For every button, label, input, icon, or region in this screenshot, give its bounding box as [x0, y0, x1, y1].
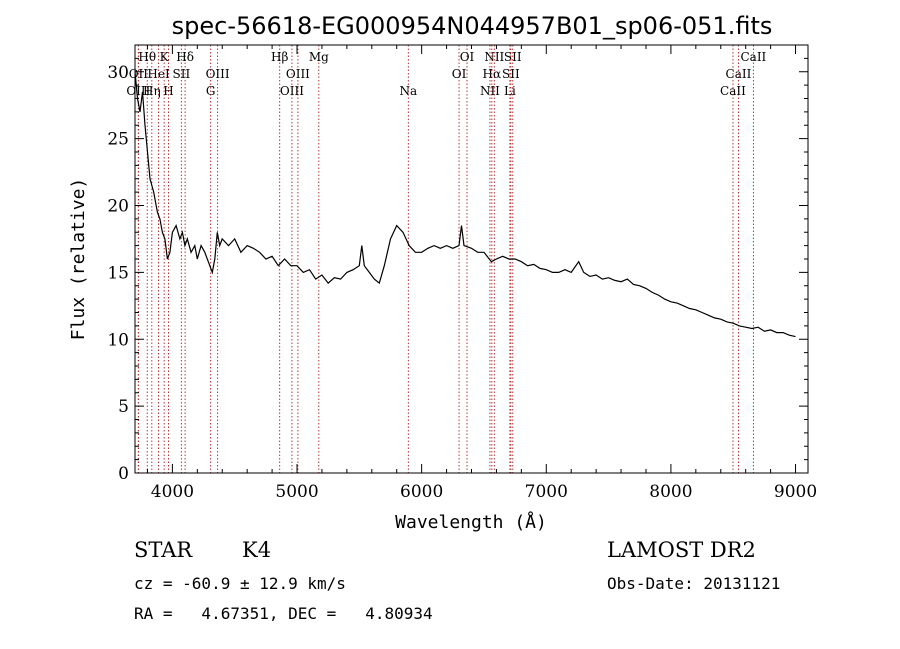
observation-date: Obs-Date: 20131121	[607, 574, 781, 593]
x-axis-label: Wavelength (Å)	[395, 511, 547, 533]
object-subclass: K4	[242, 538, 272, 562]
axis-ticks: 4000 5000 6000 7000 8000 9000 0 5 10 15 20 25 30	[107, 45, 817, 502]
line-id-label: Mg	[309, 50, 329, 64]
object-class: STAR	[134, 538, 193, 562]
line-id-label: Na	[399, 84, 417, 98]
x-tick-label: 7000	[525, 482, 568, 502]
x-tick-label: 8000	[649, 482, 692, 502]
line-id-label: OIII	[286, 67, 310, 81]
line-id-label: SII	[504, 50, 522, 64]
line-id-label: OI	[460, 50, 475, 64]
plot-frame	[134, 44, 809, 474]
x-tick-label: 6000	[400, 482, 443, 502]
y-tick-label: 15	[107, 263, 129, 283]
line-id-label: NII	[484, 50, 504, 64]
line-id-label: Hθ	[138, 50, 156, 64]
line-id-label: OIII	[280, 84, 304, 98]
line-id-label: Hδ	[176, 50, 194, 64]
line-id-label: OI	[452, 67, 467, 81]
spectrum-line-0	[134, 71, 796, 338]
y-tick-label: 10	[107, 330, 129, 350]
y-tick-label: 0	[118, 464, 129, 484]
line-id-label: SII	[502, 67, 520, 81]
line-id-label: K	[160, 50, 170, 64]
ra-dec-coordinates: RA = 4.67351, DEC = 4.80934	[134, 604, 433, 623]
line-id-label: CaII	[726, 67, 752, 81]
line-id-label: CaII	[740, 50, 766, 64]
y-axis-label: Flux (relative)	[68, 178, 89, 341]
survey-name: LAMOST DR2	[607, 538, 756, 562]
line-id-label: G	[206, 84, 216, 98]
spectrum-series	[134, 71, 796, 338]
line-id-label: NII	[480, 84, 500, 98]
y-tick-label: 20	[107, 197, 129, 217]
x-tick-label: 4000	[151, 482, 194, 502]
line-id-label: OIII	[206, 67, 230, 81]
y-tick-label: 5	[118, 397, 129, 417]
x-tick-label: 9000	[774, 482, 817, 502]
y-tick-label: 25	[107, 130, 129, 150]
line-id-label: OIII	[126, 84, 150, 98]
y-tick-label: 30	[107, 63, 129, 83]
line-id-label: Hα	[483, 67, 502, 81]
x-tick-label: 5000	[275, 482, 318, 502]
line-id-label: H	[163, 84, 173, 98]
line-id-label: Hβ	[271, 50, 288, 64]
line-id-label: HeI	[147, 67, 170, 81]
line-id-markers: HθOIIOIIIKHeIHηHδSIIHOIIIGHβOIIIOIIIMgNa…	[126, 45, 767, 473]
line-id-label: Li	[504, 84, 516, 98]
redshift-velocity: cz = -60.9 ± 12.9 km/s	[134, 574, 346, 593]
chart-title: spec-56618-EG000954N044957B01_sp06-051.f…	[172, 12, 773, 40]
line-id-label: Hη	[143, 84, 161, 98]
line-id-label: SII	[173, 67, 191, 81]
line-id-label: CaII	[720, 84, 746, 98]
